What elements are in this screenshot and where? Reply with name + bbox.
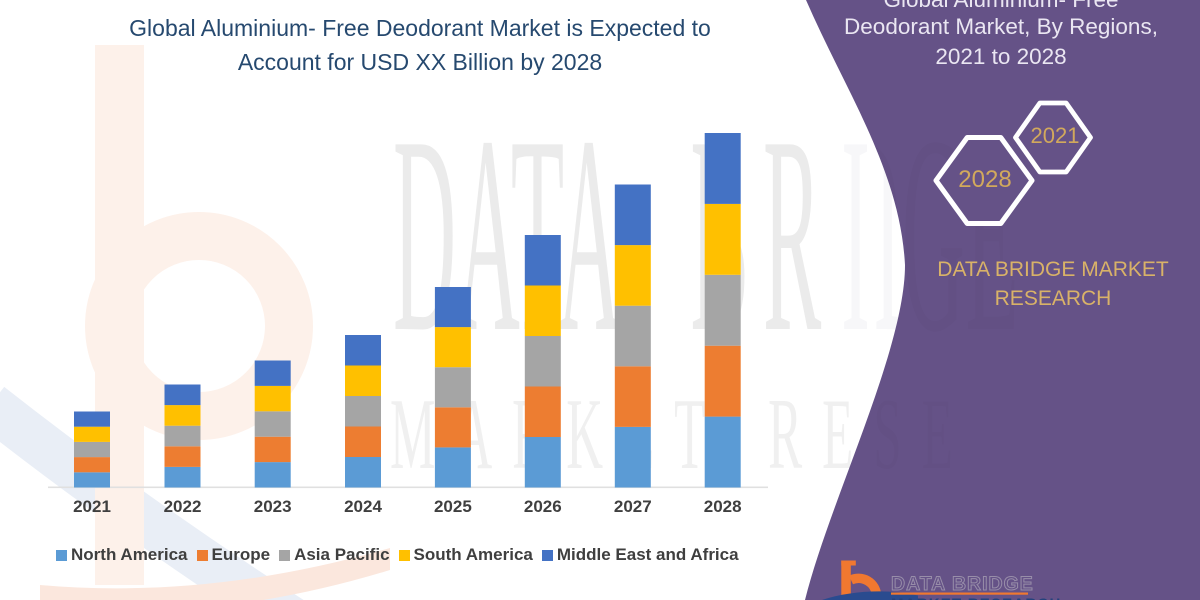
svg-text:DATA BRIDGE: DATA BRIDGE — [891, 573, 1034, 595]
svg-text:MARKET RESEARCH: MARKET RESEARCH — [891, 596, 1062, 600]
